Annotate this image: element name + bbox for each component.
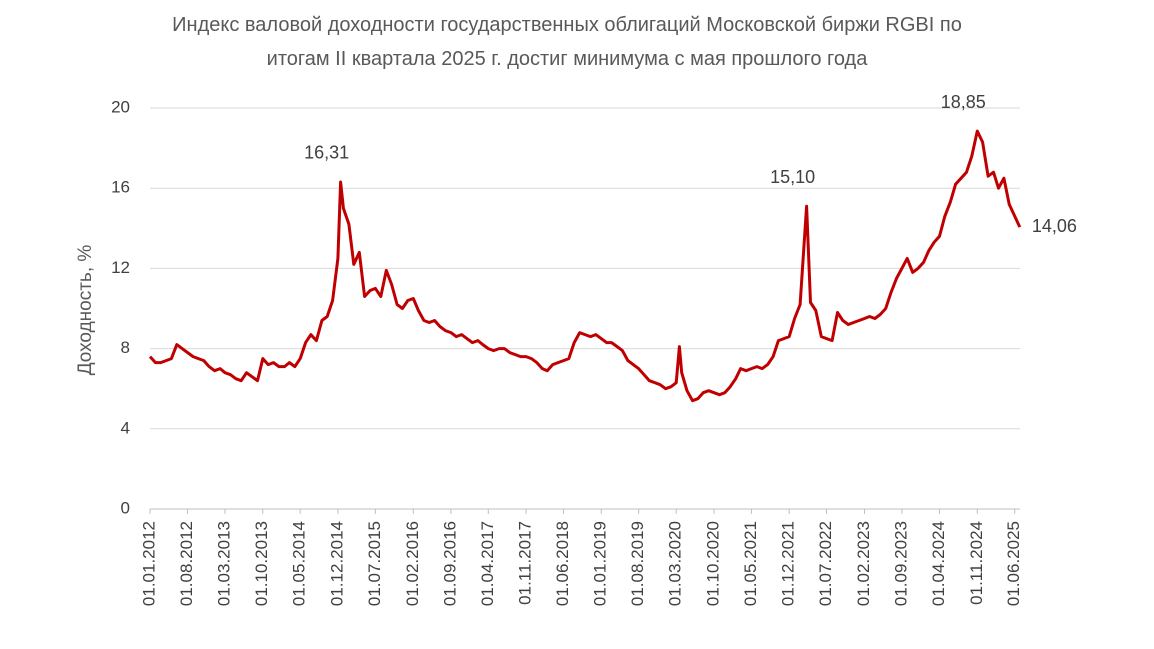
x-tick-label: 01.06.2018 [553,521,572,606]
x-tick-label: 01.09.2016 [440,521,459,606]
x-tick-label: 01.03.2020 [666,521,685,606]
y-tick-label: 8 [121,338,130,357]
x-tick-label: 01.05.2021 [741,521,760,606]
x-tick-label: 01.08.2012 [177,521,196,606]
y-tick-label: 12 [111,258,130,277]
y-tick-label: 0 [121,498,130,517]
x-tick-label: 01.10.2020 [703,521,722,606]
x-tick-label: 01.03.2013 [214,521,233,606]
y-tick-label: 16 [111,178,130,197]
x-tick-label: 01.12.2014 [327,521,346,606]
y-tick-label: 4 [121,418,130,437]
data-label: 16,31 [304,143,349,163]
y-axis-label: Доходность, % [75,245,96,376]
x-tick-label: 01.04.2017 [478,521,497,606]
x-tick-label: 01.08.2019 [628,521,647,606]
x-tick-label: 01.02.2023 [854,521,873,606]
x-tick-label: 01.11.2017 [516,521,535,605]
x-tick-label: 01.09.2023 [891,521,910,606]
chart-title: Индекс валовой доходности государственны… [172,14,962,70]
data-label: 15,10 [770,167,815,187]
x-tick-label: 01.06.2025 [1004,521,1023,606]
x-tick-label: 01.04.2024 [929,521,948,606]
y-tick-label: 20 [111,97,130,116]
series-line [148,129,1022,403]
x-tick-label: 01.02.2016 [403,521,422,606]
x-tick-label: 01.05.2014 [290,521,309,606]
x-tick-label: 01.11.2024 [967,521,986,605]
x-tick-label: 01.07.2022 [816,521,835,606]
x-tick-label: 01.07.2015 [365,521,384,606]
x-tick-label: 01.10.2013 [252,521,271,606]
data-label: 14,06 [1032,216,1077,236]
x-tick-label: 01.12.2021 [779,521,798,606]
data-label: 18,85 [941,92,986,112]
x-tick-label: 01.01.2012 [139,521,158,606]
x-tick-label: 01.01.2019 [591,521,610,606]
